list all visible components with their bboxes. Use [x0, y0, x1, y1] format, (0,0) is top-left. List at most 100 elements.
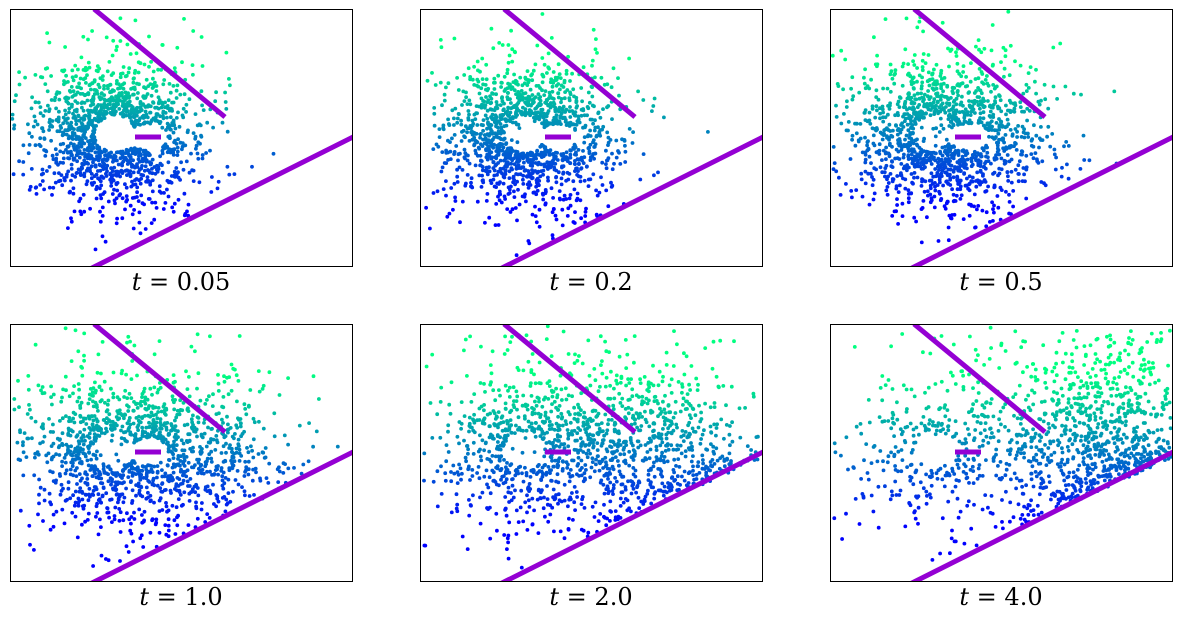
- scatter-point: [951, 192, 956, 197]
- scatter-point: [652, 96, 657, 101]
- scatter-point: [116, 500, 120, 505]
- scatter-point: [464, 90, 468, 95]
- scatter-point: [1031, 156, 1036, 161]
- scatter-point: [480, 102, 484, 107]
- scatter-point: [960, 109, 965, 114]
- scatter-point: [142, 518, 147, 523]
- scatter-point: [136, 423, 141, 428]
- scatter-point: [173, 398, 178, 402]
- scatter-point: [982, 99, 986, 103]
- scatter-point: [50, 153, 55, 158]
- scatter-point: [38, 441, 42, 446]
- obstacle-lower-line: [498, 134, 763, 267]
- scatter-point: [166, 160, 171, 165]
- scatter-point: [446, 81, 451, 86]
- scatter-point: [136, 60, 141, 65]
- scatter-point: [452, 123, 456, 127]
- scatter-point: [992, 203, 996, 208]
- scatter-point: [57, 109, 61, 114]
- scatter-point: [87, 113, 92, 118]
- scatter-point: [1008, 128, 1013, 132]
- scatter-point: [49, 74, 53, 78]
- scatter-point: [21, 160, 26, 164]
- scatter-point: [55, 152, 59, 157]
- scatter-point: [94, 196, 99, 201]
- scatter-point: [100, 340, 105, 344]
- scatter-point: [85, 73, 89, 77]
- scatter-point: [103, 239, 108, 244]
- scatter-point: [83, 470, 88, 474]
- scatter-point: [981, 174, 985, 178]
- scatter-point: [102, 157, 107, 162]
- scatter-point: [317, 397, 321, 401]
- scatter-point: [961, 70, 965, 74]
- scatter-point: [560, 207, 565, 212]
- scatter-point: [573, 126, 577, 131]
- scatter-point: [40, 385, 45, 389]
- scatter-point: [1024, 82, 1029, 87]
- scatter-point: [505, 67, 510, 72]
- scatter-point: [189, 417, 194, 422]
- scatter-point: [594, 37, 598, 41]
- scatter-point: [503, 169, 508, 174]
- scatter-point: [126, 475, 131, 479]
- scatter-point: [522, 160, 526, 165]
- scatter-point: [614, 138, 619, 143]
- scatter-point: [503, 87, 508, 92]
- scatter-point: [38, 111, 43, 116]
- scatter-point: [98, 209, 102, 214]
- scatter-point: [261, 426, 266, 431]
- scatter-point: [199, 133, 203, 138]
- scatter-point: [577, 162, 581, 167]
- panel-t-0-5: [830, 9, 1173, 267]
- scatter-point: [559, 97, 564, 101]
- scatter-point: [937, 130, 942, 134]
- scatter-point: [135, 113, 139, 118]
- scatter-point: [96, 69, 100, 74]
- scatter-point: [953, 165, 957, 169]
- scatter-point: [533, 62, 538, 67]
- scatter-point: [568, 203, 573, 208]
- scatter-point: [147, 197, 152, 201]
- scatter-point: [64, 148, 68, 152]
- scatter-point: [120, 368, 124, 373]
- scatter-point: [193, 349, 197, 354]
- scatter-point: [120, 424, 125, 429]
- scatter-point: [93, 150, 98, 155]
- scatter-point: [171, 456, 176, 460]
- scatter-point: [165, 115, 169, 120]
- scatter-point: [180, 481, 185, 486]
- scatter-point: [178, 92, 183, 97]
- scatter-point: [91, 98, 95, 103]
- scatter-point: [909, 121, 913, 126]
- scatter-point: [570, 109, 575, 113]
- scatter-point: [162, 191, 166, 195]
- scatter-point: [195, 516, 200, 521]
- scatter-point: [143, 149, 148, 154]
- scatter-point: [37, 142, 42, 147]
- scatter-point: [63, 374, 68, 379]
- scatter-point: [993, 136, 997, 141]
- scatter-point: [895, 203, 899, 207]
- scatter-point: [977, 120, 981, 125]
- scatter-point: [128, 203, 133, 208]
- scatter-point: [121, 99, 125, 104]
- scatter-point: [497, 182, 501, 186]
- scatter-point: [880, 137, 885, 142]
- scatter-point: [981, 110, 986, 115]
- scatter-point: [64, 468, 69, 473]
- scatter-point: [976, 204, 981, 208]
- scatter-point: [939, 84, 943, 88]
- scatter-point: [53, 480, 58, 485]
- scatter-point: [125, 340, 129, 345]
- scatter-point: [460, 103, 464, 107]
- scatter-point: [62, 132, 66, 137]
- scatter-point: [997, 152, 1002, 157]
- scatter-point: [834, 169, 839, 174]
- scatter-point: [109, 73, 114, 77]
- scatter-point: [921, 29, 925, 34]
- scatter-point: [196, 493, 201, 498]
- scatter-point: [539, 107, 544, 112]
- scatter-point: [135, 185, 140, 190]
- scatter-point: [104, 426, 108, 431]
